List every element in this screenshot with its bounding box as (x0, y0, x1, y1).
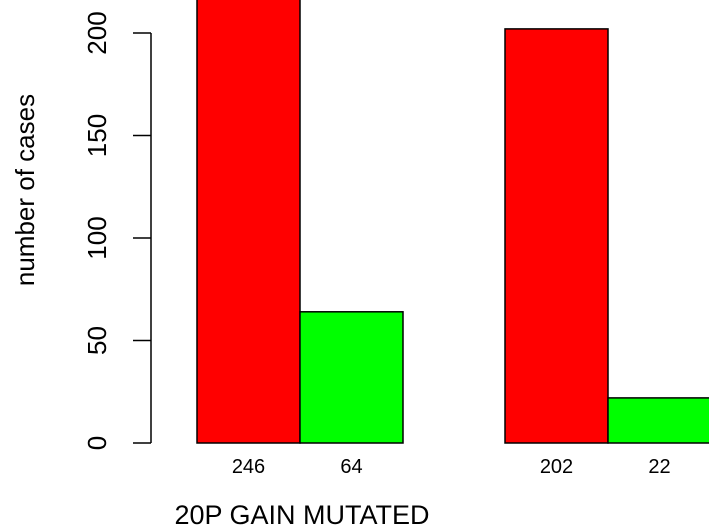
y-tick-label: 100 (82, 216, 112, 259)
y-tick-label: 50 (82, 326, 112, 355)
y-tick-label: 150 (82, 114, 112, 157)
bar (196, 0, 301, 444)
bar-value-label: 202 (540, 456, 573, 478)
bar (299, 311, 404, 444)
bars-layer (196, 0, 709, 444)
bar (504, 28, 609, 444)
bar-value-label: 64 (340, 456, 362, 478)
y-tick-label: 0 (82, 436, 112, 450)
bar-value-label: 246 (232, 456, 265, 478)
y-axis-title: number of cases (10, 94, 40, 286)
x-axis-title: 20P GAIN MUTATED (174, 500, 429, 525)
bar (607, 397, 709, 444)
y-tick-label: 200 (82, 11, 112, 54)
bar-labels-layer: 246 64 202 22 (232, 456, 671, 478)
y-axis: 0 50 100 150 200 (82, 11, 152, 450)
bar-value-label: 22 (648, 456, 670, 478)
